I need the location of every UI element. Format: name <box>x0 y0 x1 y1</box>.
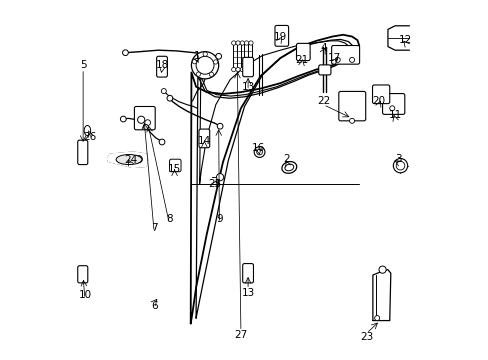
FancyBboxPatch shape <box>199 129 209 148</box>
Circle shape <box>392 158 407 173</box>
Circle shape <box>196 72 200 76</box>
Text: 24: 24 <box>123 155 137 165</box>
Text: 20: 20 <box>372 96 385 106</box>
FancyBboxPatch shape <box>242 264 253 283</box>
Circle shape <box>248 67 253 72</box>
Circle shape <box>395 161 404 170</box>
Circle shape <box>159 139 164 145</box>
Text: 25: 25 <box>208 179 221 189</box>
Circle shape <box>240 67 244 72</box>
Ellipse shape <box>285 164 293 171</box>
Text: 26: 26 <box>83 132 96 142</box>
Circle shape <box>191 51 218 79</box>
Text: 19: 19 <box>273 32 286 41</box>
Circle shape <box>209 72 213 76</box>
Text: 9: 9 <box>216 215 222 224</box>
Circle shape <box>254 147 264 157</box>
Text: 18: 18 <box>155 60 168 70</box>
Circle shape <box>137 116 144 123</box>
Circle shape <box>231 67 235 72</box>
Circle shape <box>248 41 253 45</box>
FancyBboxPatch shape <box>156 56 167 77</box>
Ellipse shape <box>281 162 296 173</box>
Circle shape <box>256 149 262 155</box>
Ellipse shape <box>84 126 90 135</box>
FancyBboxPatch shape <box>78 140 88 165</box>
Circle shape <box>161 89 166 94</box>
Circle shape <box>244 41 248 45</box>
Circle shape <box>240 41 244 45</box>
Text: 2: 2 <box>283 154 289 164</box>
Circle shape <box>120 116 126 122</box>
FancyBboxPatch shape <box>274 26 288 46</box>
Text: 27: 27 <box>234 330 247 340</box>
Circle shape <box>215 53 221 59</box>
FancyBboxPatch shape <box>338 91 365 121</box>
FancyBboxPatch shape <box>318 65 330 75</box>
Text: 6: 6 <box>150 301 157 311</box>
Text: 8: 8 <box>165 215 172 224</box>
Text: 3: 3 <box>395 154 401 164</box>
FancyBboxPatch shape <box>78 266 88 283</box>
Circle shape <box>167 95 172 101</box>
Circle shape <box>335 57 340 62</box>
Text: 4: 4 <box>320 43 326 53</box>
Circle shape <box>349 57 354 62</box>
Text: 5: 5 <box>80 60 86 70</box>
Circle shape <box>389 106 394 111</box>
Circle shape <box>217 123 223 129</box>
Text: 13: 13 <box>241 82 254 92</box>
Circle shape <box>135 156 142 163</box>
Text: 22: 22 <box>316 96 329 106</box>
Text: 1: 1 <box>193 51 200 61</box>
FancyBboxPatch shape <box>382 94 404 114</box>
Circle shape <box>235 41 240 45</box>
FancyBboxPatch shape <box>296 43 309 60</box>
Circle shape <box>374 316 379 320</box>
Text: 10: 10 <box>78 291 91 301</box>
Text: 14: 14 <box>197 136 210 145</box>
Text: 11: 11 <box>387 111 401 121</box>
Circle shape <box>143 125 148 130</box>
FancyBboxPatch shape <box>372 85 389 104</box>
Circle shape <box>213 60 217 64</box>
Circle shape <box>122 50 128 55</box>
Circle shape <box>196 56 214 74</box>
FancyBboxPatch shape <box>134 107 155 130</box>
Circle shape <box>378 266 386 273</box>
Text: 12: 12 <box>398 35 412 45</box>
Text: 13: 13 <box>241 288 254 298</box>
Circle shape <box>244 67 248 72</box>
Text: 7: 7 <box>150 224 157 233</box>
Circle shape <box>203 52 207 56</box>
Text: 15: 15 <box>167 164 181 174</box>
Text: 21: 21 <box>295 55 308 65</box>
Circle shape <box>235 67 240 72</box>
Circle shape <box>231 41 235 45</box>
Circle shape <box>216 174 223 181</box>
Text: 23: 23 <box>359 332 372 342</box>
Text: 16: 16 <box>252 143 265 153</box>
Circle shape <box>349 118 354 123</box>
Ellipse shape <box>116 154 142 165</box>
Circle shape <box>144 120 150 126</box>
Circle shape <box>192 59 196 64</box>
FancyBboxPatch shape <box>331 45 359 64</box>
FancyBboxPatch shape <box>169 159 181 172</box>
FancyBboxPatch shape <box>242 57 253 77</box>
Polygon shape <box>107 152 147 167</box>
Text: 17: 17 <box>327 53 340 63</box>
